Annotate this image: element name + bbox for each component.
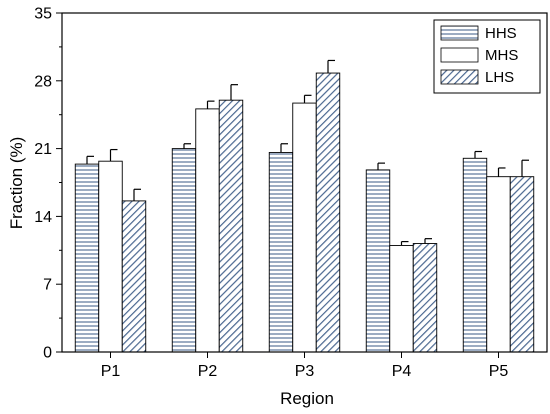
- bar-hhs-p1: [74, 163, 100, 353]
- x-tick-label-p4: P4: [392, 363, 412, 380]
- x-tick-label-p3: P3: [295, 363, 315, 380]
- y-tick-label-35: 35: [34, 6, 52, 23]
- x-tick-label-p5: P5: [489, 363, 509, 380]
- y-axis-title: Fraction (%): [7, 137, 26, 230]
- y-tick-label-0: 0: [43, 345, 52, 362]
- legend-label-lhs: LHS: [485, 69, 514, 86]
- y-tick-label-28: 28: [34, 73, 52, 90]
- bar-mhs-p2: [195, 108, 220, 353]
- legend-swatch-lhs: [440, 69, 479, 85]
- bar-lhs-p2: [218, 99, 244, 353]
- bar-lhs-p1: [121, 200, 147, 353]
- bar-mhs-p1: [98, 160, 123, 353]
- y-tick-label-7: 7: [43, 277, 52, 294]
- bar-lhs-p5: [509, 176, 535, 353]
- bar-mhs-p5: [486, 176, 511, 353]
- plot-frame: [61, 12, 548, 353]
- bar-mhs-p3: [292, 102, 317, 353]
- plot-area: P1 P2 P3 P4 P5 0 7 14 21 28 35: [34, 6, 548, 380]
- x-tick-label-p2: P2: [198, 363, 218, 380]
- y-tick-label-21: 21: [34, 141, 52, 158]
- legend-swatch-hhs: [440, 25, 479, 41]
- bar-mhs-p4: [389, 245, 414, 353]
- legend-swatch-mhs: [440, 47, 479, 63]
- legend-label-mhs: MHS: [485, 47, 518, 64]
- y-tick-label-14: 14: [34, 209, 52, 226]
- bar-lhs-p4: [412, 243, 438, 353]
- bar-hhs-p4: [365, 169, 391, 353]
- bar-hhs-p5: [462, 157, 488, 353]
- legend: HHS MHS LHS: [433, 19, 541, 94]
- legend-label-hhs: HHS: [485, 25, 517, 42]
- bar-hhs-p3: [268, 152, 294, 353]
- bar-lhs-p3: [315, 72, 341, 353]
- x-tick-label-p1: P1: [101, 363, 121, 380]
- bar-hhs-p2: [171, 148, 197, 353]
- x-axis-title: Region: [280, 389, 334, 408]
